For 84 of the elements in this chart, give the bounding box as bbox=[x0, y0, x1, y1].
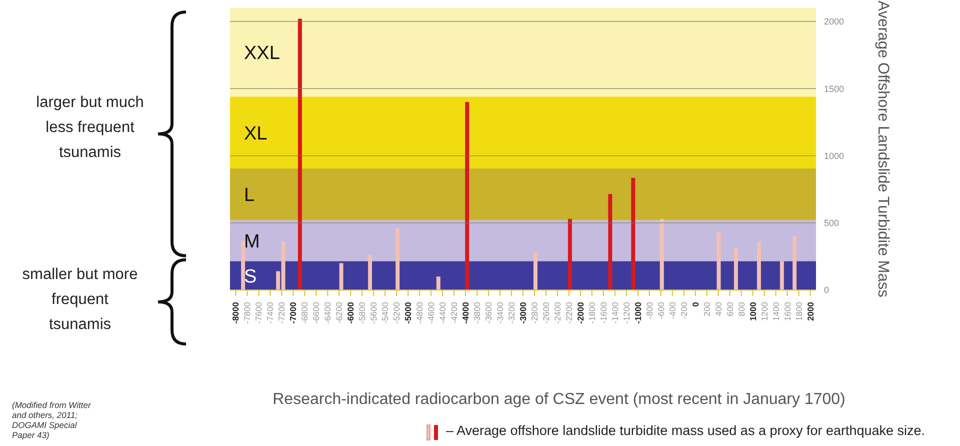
x-tick-label: -5600 bbox=[368, 302, 379, 324]
band-label: L bbox=[244, 185, 255, 206]
x-tick-label: 1000 bbox=[748, 302, 758, 321]
x-tick-label: -7000 bbox=[288, 302, 298, 324]
x-tick-label: 600 bbox=[724, 302, 735, 316]
band-label: XL bbox=[244, 123, 268, 144]
x-tick-label: -4200 bbox=[449, 302, 460, 324]
x-tick-label: -1600 bbox=[598, 302, 608, 324]
text: smaller but more frequent tsunamis bbox=[21, 265, 139, 335]
bar bbox=[568, 218, 572, 290]
x-tick-label: -2000 bbox=[575, 302, 586, 324]
x-tick-label: 800 bbox=[736, 302, 746, 316]
x-tick-label: -6200 bbox=[334, 302, 344, 324]
x-tick-label: -400 bbox=[667, 302, 678, 320]
x-tick-label: -7200 bbox=[276, 302, 287, 324]
text: (Modified from Witter and others, 2011; DOGAMI Special Paper 43) bbox=[12, 400, 92, 440]
x-tick-label: -8000 bbox=[230, 302, 241, 324]
x-tick-label: 2000 bbox=[805, 302, 816, 321]
x-tick-label: -4000 bbox=[460, 302, 471, 324]
x-tick-label: -6800 bbox=[300, 302, 310, 324]
bar bbox=[465, 102, 470, 290]
x-tick-label: 200 bbox=[702, 302, 712, 316]
x-tick-label: 0 bbox=[690, 302, 700, 307]
text: larger but much less frequent tsunamis bbox=[35, 93, 145, 163]
band-label: XXL bbox=[244, 43, 280, 64]
x-tick-label: -5400 bbox=[380, 302, 390, 324]
y-tick-label: 2000 bbox=[824, 16, 844, 27]
x-tick-label: -7600 bbox=[254, 302, 264, 324]
x-tick-label: -2400 bbox=[552, 302, 562, 324]
bar bbox=[368, 255, 372, 290]
x-tick-label: -1000 bbox=[632, 302, 643, 324]
bar bbox=[436, 276, 440, 290]
x-tick-label: -2600 bbox=[540, 302, 551, 324]
x-tick-label: -3200 bbox=[506, 302, 517, 324]
bar bbox=[660, 218, 664, 290]
x-tick-label: 1800 bbox=[794, 302, 804, 321]
y-tick-label: 500 bbox=[824, 218, 840, 228]
bar bbox=[792, 236, 797, 290]
text: – Average offshore landslide turbidite mass used as a proxy for earthquake size. bbox=[446, 423, 926, 438]
bar bbox=[298, 18, 302, 290]
x-tick-label: -4600 bbox=[426, 302, 436, 324]
x-tick-label: -2800 bbox=[529, 302, 540, 324]
x-tick-label: -1800 bbox=[586, 302, 597, 324]
x-tick-label: -7400 bbox=[265, 302, 276, 324]
x-tick-label: -5800 bbox=[357, 302, 368, 324]
x-tick-label: -5000 bbox=[403, 302, 414, 324]
bar bbox=[608, 194, 612, 290]
x-tick-label: -6000 bbox=[346, 302, 356, 324]
x-axis-title: Research-indicated radiocarbon age of CSZ event (most recent in January 1700) bbox=[272, 391, 846, 408]
band-label: S bbox=[244, 266, 257, 288]
x-tick-label: -4800 bbox=[414, 302, 425, 324]
x-tick-label: -1400 bbox=[610, 302, 620, 324]
x-tick-label: -4400 bbox=[438, 302, 448, 324]
x-tick-label: 1200 bbox=[759, 302, 770, 321]
x-tick-label: -3800 bbox=[472, 302, 482, 324]
y-axis-title: Average Offshore Landslide Turbidite Mass bbox=[874, 0, 892, 298]
bar bbox=[241, 240, 246, 290]
x-tick-label: -2200 bbox=[564, 302, 574, 324]
bar bbox=[716, 232, 721, 290]
x-tick-label: -6400 bbox=[322, 302, 333, 324]
bar bbox=[734, 248, 738, 290]
bar bbox=[533, 252, 538, 290]
x-tick-label: -3600 bbox=[484, 302, 494, 324]
y-tick-label: 0 bbox=[824, 285, 830, 296]
x-tick-label: -6600 bbox=[311, 302, 322, 324]
x-tick-label: 400 bbox=[713, 302, 724, 316]
x-tick-label: -200 bbox=[678, 302, 689, 320]
bar bbox=[780, 261, 784, 290]
x-tick-label: -5200 bbox=[392, 302, 402, 324]
x-tick-label: -7800 bbox=[242, 302, 252, 324]
x-tick-label: -800 bbox=[644, 302, 654, 320]
x-tick-label: -3400 bbox=[495, 302, 506, 324]
y-tick-label: 1000 bbox=[824, 150, 844, 161]
x-tick-label: 1600 bbox=[782, 302, 792, 321]
bar bbox=[631, 178, 636, 290]
y-tick-label: 1500 bbox=[824, 84, 844, 94]
x-tick-label: -600 bbox=[656, 302, 666, 320]
band-label: M bbox=[244, 231, 260, 252]
x-tick-label: 1400 bbox=[770, 302, 781, 321]
x-tick-label: -1200 bbox=[621, 302, 632, 324]
bar bbox=[756, 242, 761, 290]
x-tick-label: -3000 bbox=[518, 302, 528, 324]
bar bbox=[339, 263, 344, 290]
bar bbox=[396, 228, 400, 290]
